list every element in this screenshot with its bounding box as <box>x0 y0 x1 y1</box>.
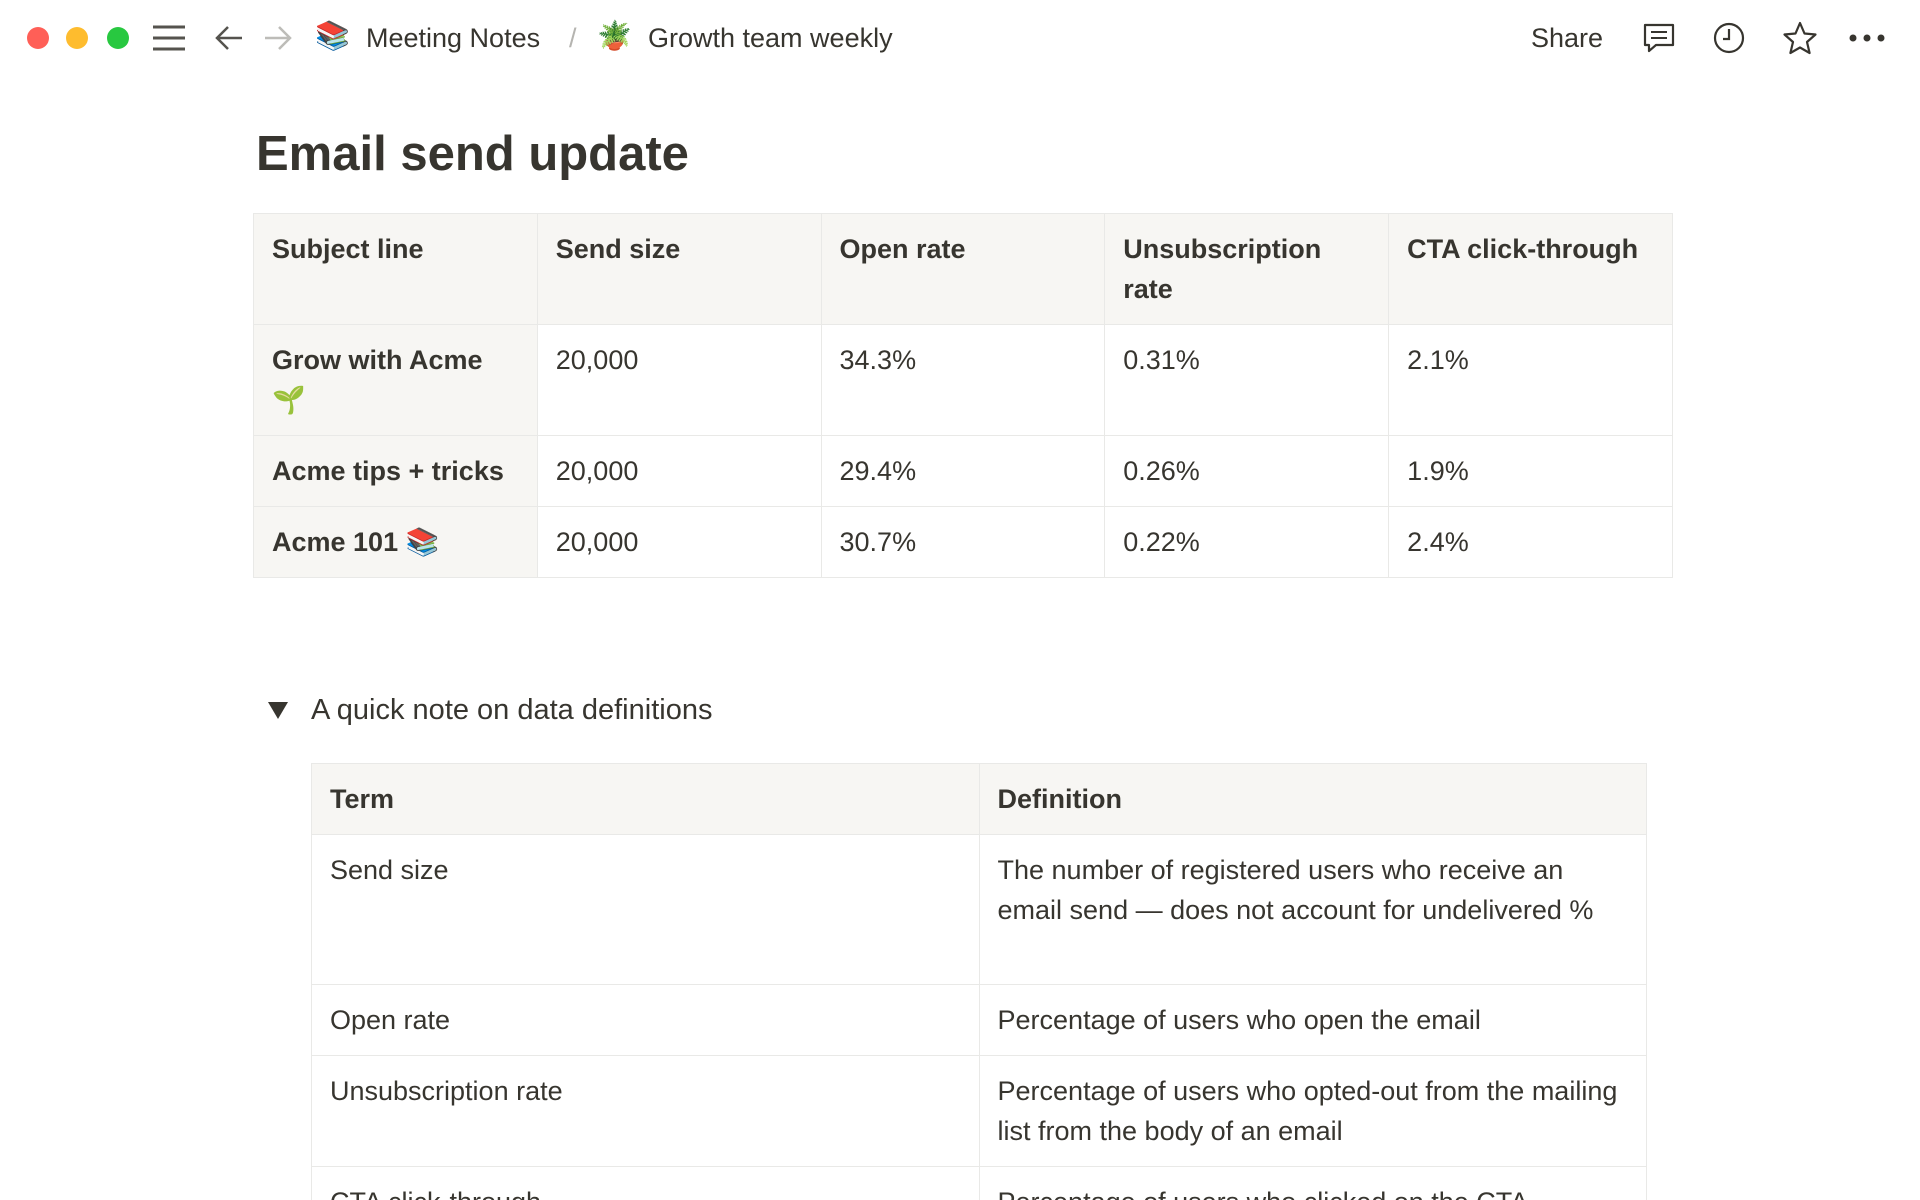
back-arrow-icon[interactable] <box>211 20 247 56</box>
table-row: CTA click-through Percentage of users wh… <box>311 1166 1648 1200</box>
breadcrumb-meeting-notes[interactable]: Meeting Notes <box>366 23 541 53</box>
breadcrumb-separator: / <box>569 23 577 53</box>
table-cell[interactable]: The number of registered users who recei… <box>978 834 1648 985</box>
sidebar-menu-icon[interactable] <box>151 20 187 56</box>
email-send-table: Subject line Send size Open rate Unsubsc… <box>253 213 1673 578</box>
table-cell[interactable]: Percentage of users who opted-out from t… <box>978 1055 1648 1167</box>
table-row: Acme 101 📚 20,000 30.7% 0.22% 2.4% <box>253 506 1673 578</box>
clock-icon[interactable] <box>1711 20 1747 56</box>
table-row: Open rate Percentage of users who open t… <box>311 984 1648 1056</box>
breadcrumb-growth-team-weekly[interactable]: Growth team weekly <box>648 23 893 53</box>
table-cell[interactable]: 2.1% <box>1388 324 1673 436</box>
table-cell[interactable]: Percentage of users who clicked on the C… <box>978 1166 1648 1200</box>
table-row: Grow with Acme 🌱 20,000 34.3% 0.31% 2.1% <box>253 324 1673 436</box>
table-row: Unsubscription rate Percentage of users … <box>311 1055 1648 1167</box>
table-cell[interactable]: 0.22% <box>1104 506 1390 578</box>
more-icon[interactable] <box>1849 20 1885 56</box>
top-bar: 📚 Meeting Notes / 🪴 Growth team weekly S… <box>0 0 1920 76</box>
table-cell[interactable]: 2.4% <box>1388 506 1673 578</box>
table-header-row: Term Definition <box>311 763 1648 835</box>
table-cell[interactable]: Percentage of users who open the email <box>978 984 1648 1056</box>
star-icon[interactable] <box>1782 20 1818 56</box>
table-row: Acme tips + tricks 20,000 29.4% 0.26% 1.… <box>253 435 1673 507</box>
table-cell[interactable]: 0.31% <box>1104 324 1390 436</box>
table-cell[interactable]: 1.9% <box>1388 435 1673 507</box>
comment-icon[interactable] <box>1641 20 1677 56</box>
definitions-table: Term Definition Send size The number of … <box>311 763 1648 1200</box>
table-cell[interactable]: Acme tips + tricks <box>253 435 538 507</box>
toggle-triangle-icon[interactable] <box>268 701 288 719</box>
data-definitions-toggle[interactable]: A quick note on data definitions <box>268 690 712 730</box>
table-cell[interactable]: CTA click-through <box>311 1166 980 1200</box>
table-cell[interactable]: Send size <box>311 834 980 985</box>
column-header[interactable]: CTA click-through <box>1388 213 1673 325</box>
page-title: Email send update <box>256 127 689 181</box>
column-header[interactable]: Definition <box>978 763 1648 835</box>
column-header[interactable]: Unsubscription rate <box>1104 213 1390 325</box>
table-cell[interactable]: 20,000 <box>536 435 822 507</box>
maximize-window-button[interactable] <box>107 27 129 49</box>
toggle-label: A quick note on data definitions <box>311 694 713 726</box>
books-icon: 📚 <box>315 20 350 51</box>
table-cell[interactable]: 20,000 <box>536 324 822 436</box>
table-cell[interactable]: 29.4% <box>820 435 1106 507</box>
table-cell[interactable]: Unsubscription rate <box>311 1055 980 1167</box>
table-cell[interactable]: 0.26% <box>1104 435 1390 507</box>
potted-plant-icon: 🪴 <box>597 20 632 51</box>
column-header[interactable]: Open rate <box>820 213 1106 325</box>
table-cell[interactable]: Acme 101 📚 <box>253 506 538 578</box>
table-cell[interactable]: Grow with Acme 🌱 <box>253 324 538 436</box>
minimize-window-button[interactable] <box>66 27 88 49</box>
column-header[interactable]: Send size <box>536 213 822 325</box>
column-header[interactable]: Subject line <box>253 213 538 325</box>
table-row: Send size The number of registered users… <box>311 834 1648 985</box>
table-cell[interactable]: 30.7% <box>820 506 1106 578</box>
table-header-row: Subject line Send size Open rate Unsubsc… <box>253 213 1673 325</box>
table-cell[interactable]: Open rate <box>311 984 980 1056</box>
forward-arrow-icon[interactable] <box>260 20 296 56</box>
close-window-button[interactable] <box>27 27 49 49</box>
table-cell[interactable]: 20,000 <box>536 506 822 578</box>
share-button[interactable]: Share <box>1531 23 1604 53</box>
table-cell[interactable]: 34.3% <box>820 324 1106 436</box>
column-header[interactable]: Term <box>311 763 980 835</box>
